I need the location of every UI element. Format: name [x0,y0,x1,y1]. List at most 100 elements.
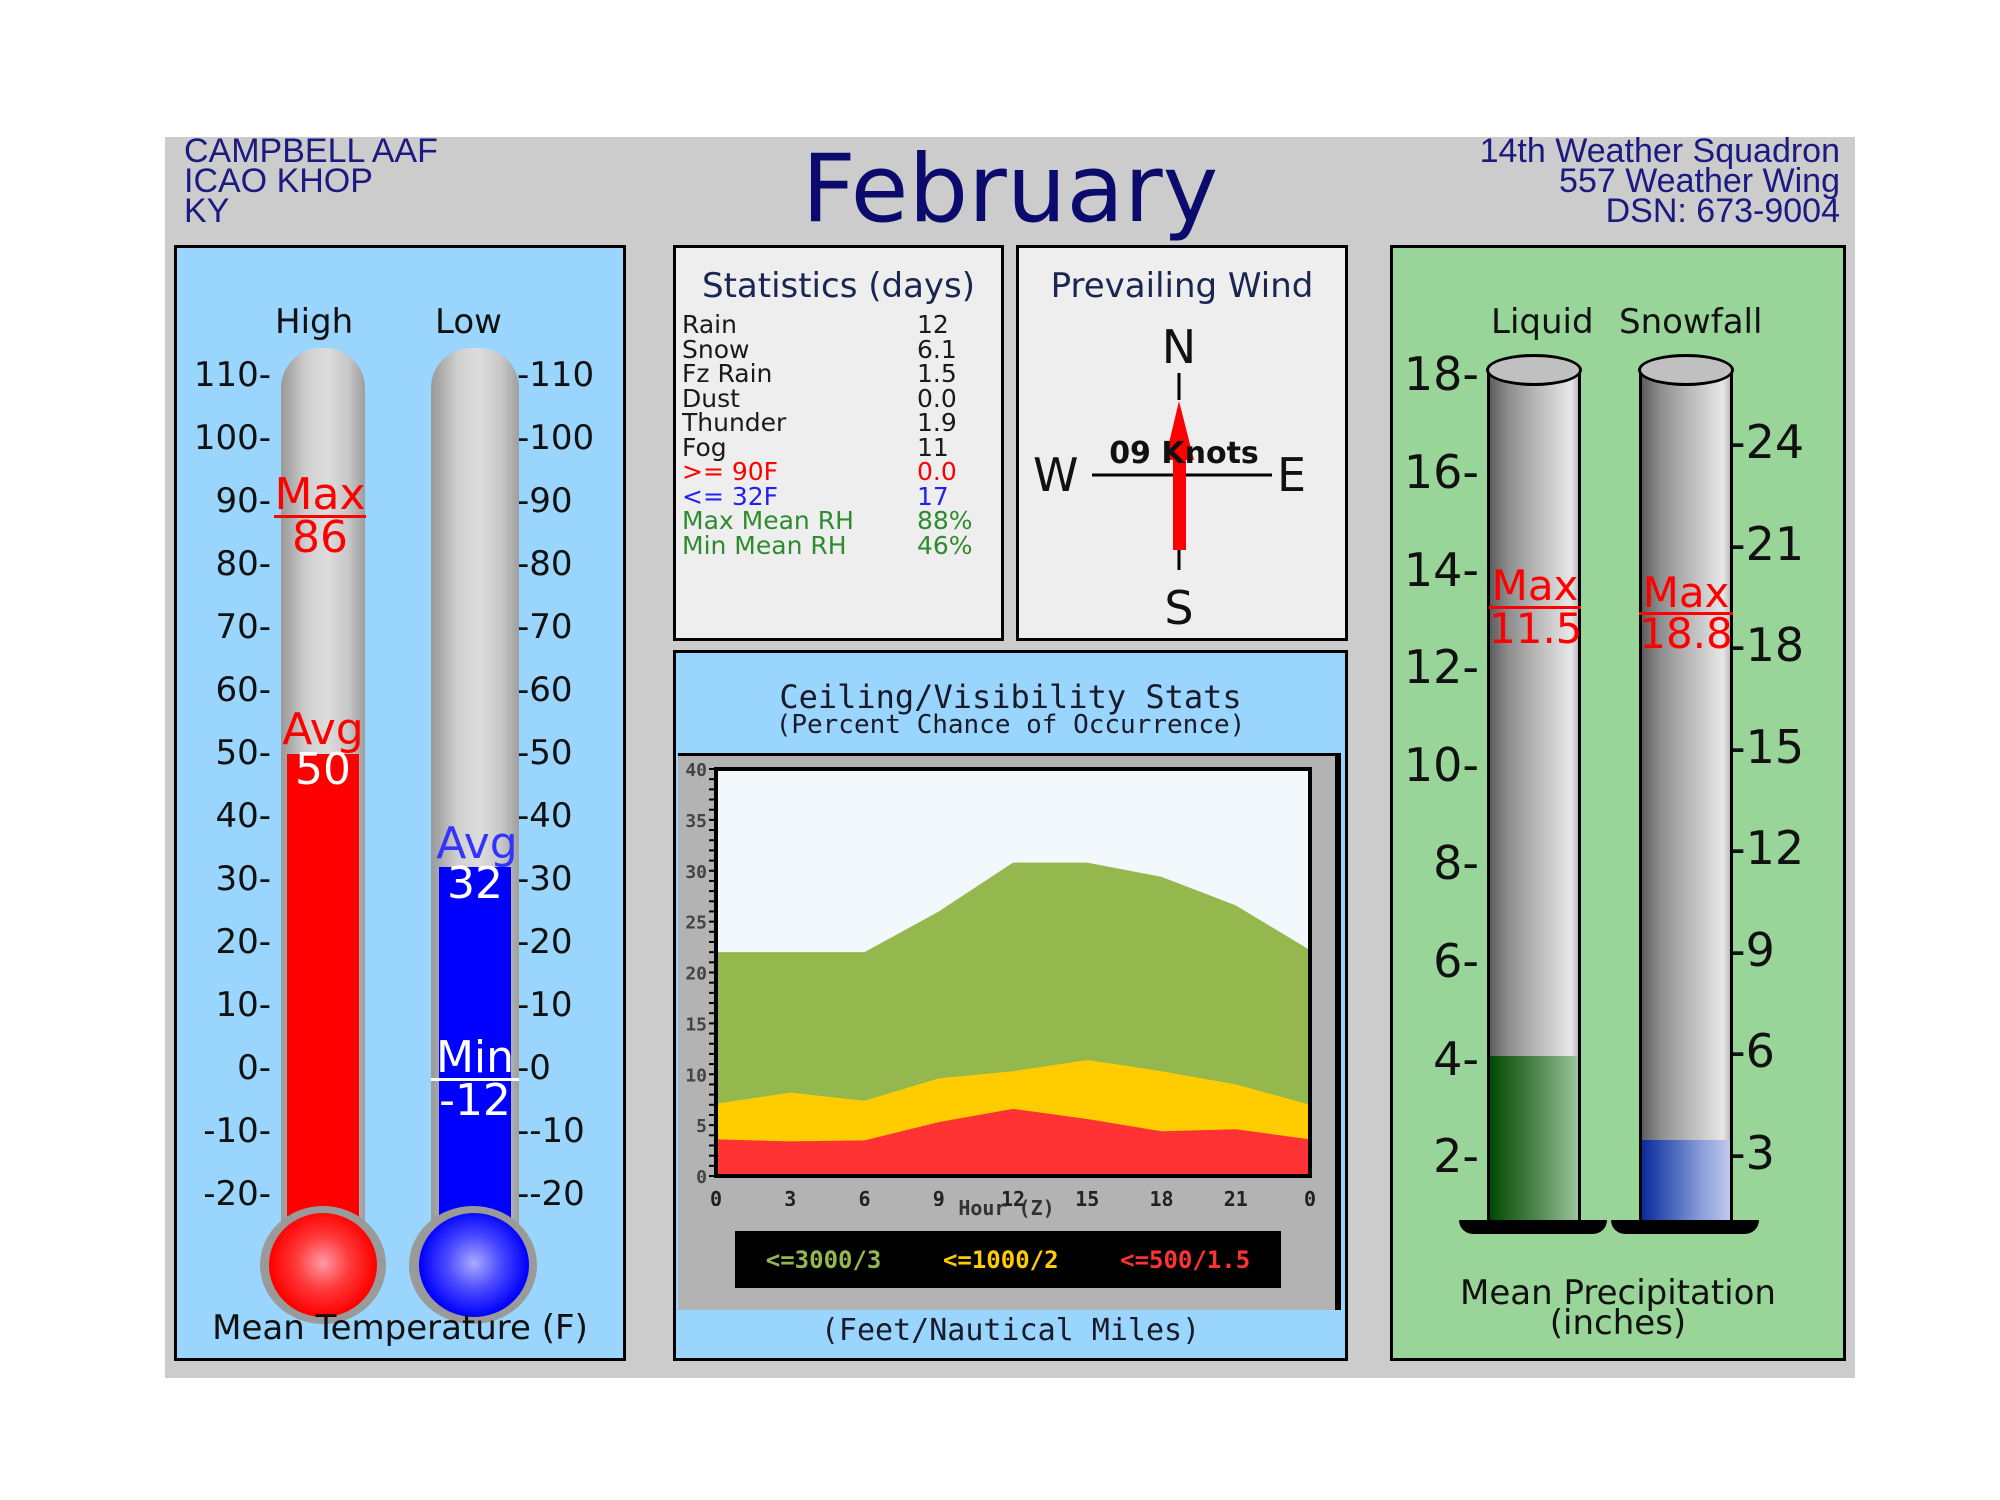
temperature-tick-right: -0 [517,1048,551,1088]
wind-arrow-icon [1092,373,1272,570]
temperature-tick-right: -100 [517,418,595,458]
statistics-label: Snow [682,334,750,364]
temperature-tick-left: 100- [193,418,271,458]
snowfall-max-annotation: Max 18.8 [1639,572,1733,655]
statistics-label: <= 32F [682,481,779,511]
temperature-tick-left: 20- [215,922,271,962]
y-tick-label: 40 [685,760,707,781]
precipitation-footer: Mean Precipitation (inches) [1393,1273,1843,1343]
temperature-tick-left: -10- [203,1111,271,1151]
org-squadron: 14th Weather Squadron [1479,132,1840,170]
station-info: CAMPBELL AAF ICAO KHOP KY [184,134,438,230]
statistics-value: 0.0 [917,457,957,486]
liquid-tick: 18- [1403,347,1479,401]
statistics-value: 88% [917,506,973,535]
y-tick-label: 35 [685,811,707,832]
temperature-tick-left: 60- [215,670,271,710]
compass-south: S [1164,581,1194,635]
statistics-row: Fog 11 [682,433,1002,463]
low-thermometer-fill [439,867,511,1238]
temperature-tick-left: 10- [215,985,271,1025]
precipitation-footer-title: Mean Precipitation [1460,1273,1776,1313]
liquid-max-label: Max [1489,565,1581,609]
liquid-tick: 10- [1403,738,1479,793]
precipitation-footer-units: (inches) [1549,1303,1687,1343]
statistics-row: Min Mean RH 46% [682,531,1002,561]
liquid-tick: 14- [1403,542,1479,597]
max-high-value: 86 [292,512,348,563]
snowfall-tick: -18 [1729,618,1805,673]
statistics-label: Fz Rain [682,359,773,388]
y-tick-label: 10 [685,1065,707,1086]
avg-high-value: 50 [295,744,351,795]
temperature-tick-right: -20 [517,922,573,962]
x-tick-label: 18 [1149,1187,1173,1206]
snowfall-label: Snowfall [1619,302,1763,342]
snowfall-tick: -12 [1729,821,1805,876]
y-tick-label: 30 [685,862,707,883]
statistics-label: Dust [682,383,740,413]
statistics-label: Max Mean RH [682,506,854,535]
chart-area: 0 5 10 15 20 25 30 35 40 0 3 6 9 12 15 18 21 0 Hour (Z) <… [678,753,1341,1310]
temperature-tick-right: -10 [517,985,573,1025]
snowfall-fill [1642,1139,1730,1223]
statistics-row: Thunder 1.9 [682,408,1002,438]
temperature-tick-right: -90 [517,481,573,521]
snowfall-cylinder [1639,368,1733,1226]
high-label: High [275,302,354,342]
liquid-max-annotation: Max 11.5 [1489,565,1583,653]
snowfall-tick: -15 [1729,719,1805,774]
statistics-value: 1.9 [917,408,957,437]
x-tick-label: 3 [784,1187,796,1206]
min-low-label: Min [431,1036,519,1081]
liquid-tick: 2- [1433,1129,1479,1184]
chart-legend: <=3000/3 <=1000/2 <=500/1.5 [735,1231,1281,1288]
compass-north: N [1161,320,1197,374]
high-bulb [269,1213,377,1317]
x-tick-label: 21 [1224,1187,1248,1206]
snowfall-cylinder-top [1638,354,1734,386]
temperature-tick-left: 50- [215,733,271,773]
ceiling-subtitle: (Percent Chance of Occurrence) [775,710,1246,740]
statistics-row: Fz Rain 1.5 [682,359,1002,389]
temperature-tick-right: --20 [517,1174,585,1214]
temperature-tick-right: -70 [517,607,573,647]
ceiling-title: Ceiling/Visibility Stats [779,678,1242,716]
liquid-max-value: 11.5 [1489,604,1583,653]
temperature-tick-left: -20- [203,1174,271,1214]
statistics-row: Max Mean RH 88% [682,506,1002,536]
statistics-row: >= 90F 0.0 [682,457,1002,487]
statistics-label: Thunder [682,408,787,437]
temperature-tick-left: 70- [215,607,271,647]
low-label: Low [435,302,502,342]
liquid-base [1459,1220,1607,1234]
ceiling-visibility-panel: Ceiling/Visibility Stats (Percent Chance… [673,650,1348,1361]
y-tick-label: 15 [685,1014,707,1035]
wind-title: Prevailing Wind [1050,266,1314,306]
statistics-row: Rain 12 [682,310,1002,340]
station-icao: ICAO KHOP [184,162,373,200]
high-thermometer-fill [287,754,359,1238]
organization-info: 14th Weather Squadron 557 Weather Wing D… [1479,132,1840,230]
temperature-tick-left: 0- [237,1048,271,1088]
x-tick-label: 12 [1001,1187,1025,1206]
temperature-tick-right: -50 [517,733,573,773]
statistics-label: Fog [682,432,727,462]
compass-west: W [1033,448,1079,502]
x-tick-label: 0 [710,1187,722,1206]
statistics-row: Dust 0.0 [682,384,1002,414]
statistics-row: Snow 6.1 [682,335,1002,365]
min-low-annotation: Min -12 [431,1036,519,1123]
snowfall-base [1611,1220,1759,1234]
liquid-tick: 8- [1433,836,1479,890]
org-dsn: DSN: 673-9004 [1605,192,1840,230]
statistics-value: 6.1 [917,334,957,364]
temperature-tick-right: -60 [517,670,573,710]
ceiling-area-chart: 0 5 10 15 20 25 30 35 40 0 3 6 9 12 15 18 21 0 [685,760,1316,1206]
temperature-tick-right: -30 [517,859,573,899]
compass-east: E [1277,448,1307,502]
station-state: KY [184,192,230,230]
liquid-cylinder-top [1486,354,1582,386]
temperature-tick-right: --10 [517,1111,585,1151]
liquid-tick: 6- [1433,933,1479,988]
